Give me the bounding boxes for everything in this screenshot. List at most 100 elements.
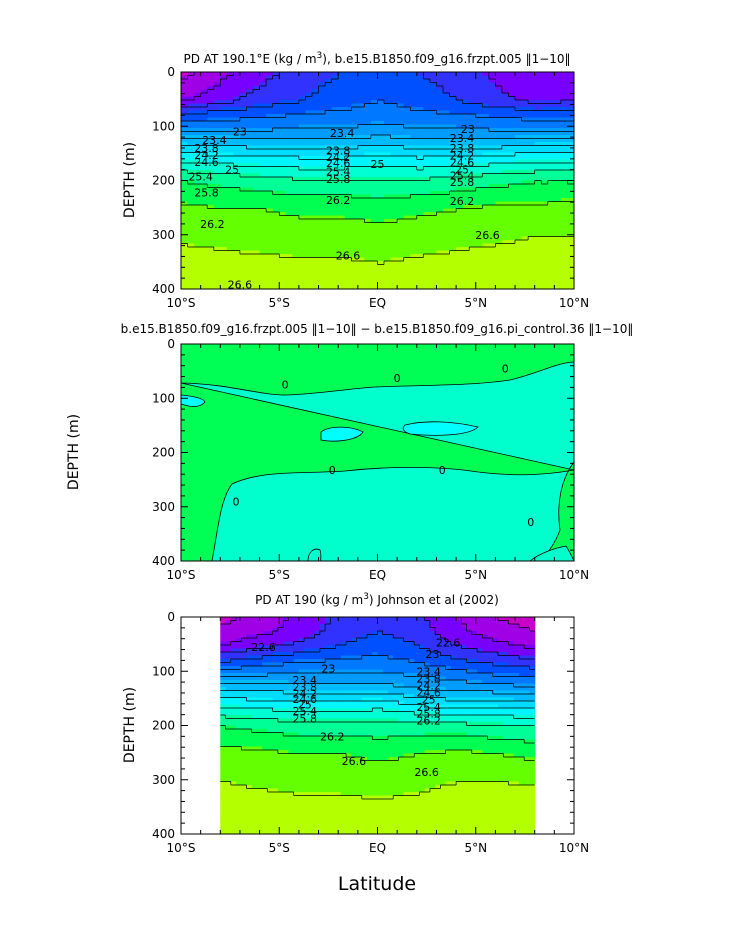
fill-cell bbox=[220, 79, 228, 84]
fill-cell bbox=[279, 93, 287, 98]
fill-cell bbox=[312, 208, 320, 213]
fill-cell bbox=[390, 142, 398, 147]
fill-cell bbox=[285, 229, 293, 234]
fill-cell bbox=[482, 159, 490, 164]
fill-cell bbox=[194, 254, 202, 259]
fill-cell bbox=[279, 215, 287, 220]
fill-cell bbox=[501, 75, 510, 80]
fill-cell bbox=[436, 282, 444, 287]
fill-cell bbox=[469, 180, 477, 185]
fill-cell bbox=[495, 110, 503, 115]
fill-cell bbox=[356, 617, 363, 622]
fill-cell bbox=[298, 180, 307, 185]
fill-cell bbox=[449, 177, 457, 182]
fill-cell bbox=[200, 170, 208, 175]
fill-cell bbox=[272, 166, 280, 171]
fill-cell bbox=[443, 247, 451, 252]
fill-cell bbox=[277, 652, 284, 657]
fill-cell bbox=[567, 173, 574, 178]
fill-cell bbox=[449, 285, 457, 289]
contour-label: 0 bbox=[502, 362, 509, 375]
fill-cell bbox=[554, 191, 562, 196]
fill-cell bbox=[554, 82, 562, 87]
fill-cell bbox=[298, 648, 305, 653]
fill-cell bbox=[187, 152, 195, 157]
fill-cell bbox=[253, 236, 261, 241]
fill-cell bbox=[393, 669, 400, 674]
fill-cell bbox=[377, 191, 385, 196]
fill-cell bbox=[534, 110, 542, 115]
fill-cell bbox=[410, 177, 418, 182]
fill-cell bbox=[266, 117, 274, 122]
fill-cell bbox=[226, 166, 234, 171]
fill-cell bbox=[390, 240, 398, 245]
fill-cell bbox=[364, 156, 372, 161]
fill-cell bbox=[325, 138, 333, 143]
fill-cell bbox=[521, 89, 529, 94]
fill-cell bbox=[429, 219, 438, 224]
fill-cell bbox=[331, 236, 339, 241]
fill-cell bbox=[259, 100, 267, 105]
fill-cell bbox=[492, 666, 499, 671]
fill-cell bbox=[364, 191, 372, 196]
fill-cell bbox=[233, 79, 241, 84]
fill-cell bbox=[267, 669, 274, 674]
fill-cell bbox=[259, 149, 267, 154]
fill-cell bbox=[547, 163, 555, 168]
fill-cell bbox=[220, 96, 228, 101]
fill-cell bbox=[239, 236, 248, 241]
fill-cell bbox=[508, 117, 516, 122]
fill-cell bbox=[529, 638, 536, 643]
fill-cell bbox=[495, 250, 503, 255]
fill-cell bbox=[528, 128, 536, 133]
fill-cell bbox=[194, 156, 202, 161]
fill-cell bbox=[469, 212, 477, 217]
fill-cell bbox=[495, 257, 503, 262]
x-tick-label: 10°N bbox=[559, 296, 589, 310]
fill-cell bbox=[390, 226, 398, 231]
fill-cell bbox=[364, 208, 372, 213]
fill-cell bbox=[279, 201, 287, 206]
fill-cell bbox=[187, 82, 195, 87]
fill-cell bbox=[272, 226, 280, 231]
fill-cell bbox=[338, 156, 346, 161]
fill-cell bbox=[423, 177, 431, 182]
fill-cell bbox=[226, 236, 234, 241]
fill-cell bbox=[501, 103, 510, 108]
fill-cell bbox=[309, 673, 316, 678]
fill-cell bbox=[304, 631, 310, 636]
fill-cell bbox=[443, 131, 451, 136]
fill-cell bbox=[377, 75, 385, 80]
fill-cell bbox=[403, 96, 411, 101]
fill-cell bbox=[567, 229, 574, 234]
fill-cell bbox=[528, 264, 536, 269]
fill-cell bbox=[226, 264, 234, 269]
fill-cell bbox=[213, 240, 221, 245]
fill-cell bbox=[449, 271, 457, 276]
fill-cell bbox=[449, 135, 457, 140]
fill-cell bbox=[226, 121, 234, 126]
fill-cell bbox=[390, 250, 398, 255]
fill-cell bbox=[259, 254, 267, 259]
fill-cell bbox=[554, 261, 562, 266]
x-tick-label: 5°S bbox=[269, 568, 290, 582]
fill-cell bbox=[220, 659, 227, 664]
fill-cell bbox=[521, 254, 529, 259]
fill-cell bbox=[469, 219, 477, 224]
fill-cell bbox=[462, 128, 470, 133]
fill-cell bbox=[220, 177, 228, 182]
fill-cell bbox=[220, 187, 228, 192]
fill-cell bbox=[351, 170, 359, 175]
fill-cell bbox=[567, 208, 574, 213]
fill-cell bbox=[410, 117, 418, 122]
fill-cell bbox=[325, 243, 333, 248]
fill-cell bbox=[515, 79, 523, 84]
fill-cell bbox=[462, 285, 470, 289]
fill-cell bbox=[424, 641, 431, 646]
fill-cell bbox=[304, 634, 310, 639]
fill-cell bbox=[416, 198, 424, 203]
fill-cell bbox=[239, 110, 248, 115]
fill-cell bbox=[482, 96, 490, 101]
fill-cell bbox=[194, 198, 202, 203]
fill-cell bbox=[440, 638, 447, 643]
